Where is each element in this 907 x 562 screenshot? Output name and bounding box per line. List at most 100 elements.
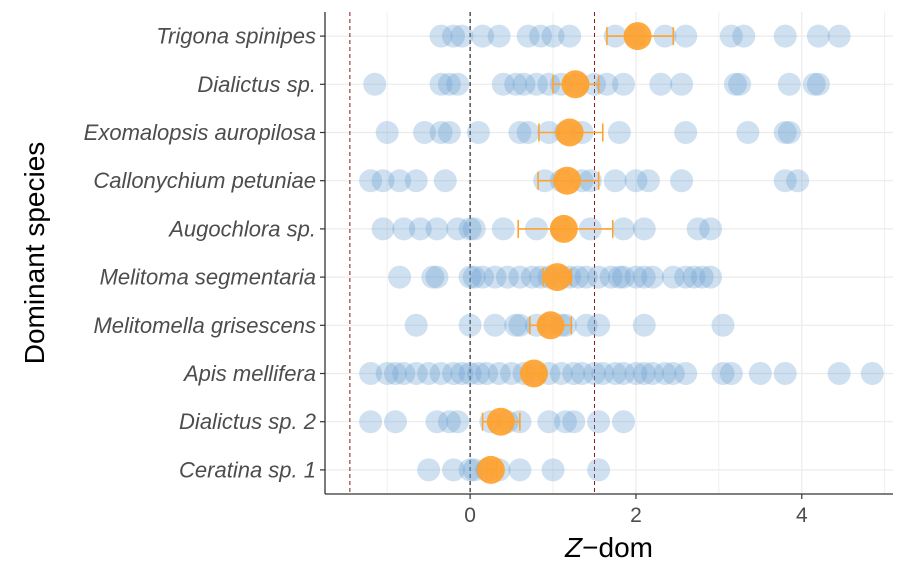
observation-point [429,24,453,48]
observation-point [491,72,515,96]
observation-point [450,24,474,48]
observation-point [719,362,743,385]
observation-point [624,265,648,289]
observation-point [595,72,619,96]
observation-point [802,72,826,96]
observation-point [719,24,743,48]
observation-point [516,24,540,48]
observation-point [587,458,611,482]
mean-point [543,263,572,292]
category-label: Callonychium petuniae [93,168,316,193]
reference-lines [349,12,595,494]
observation-point [425,265,449,289]
observation-point [483,313,507,337]
mean-point [519,359,548,388]
gridlines [325,12,893,494]
observation-point [483,265,507,289]
observation-point [607,265,631,289]
observation-point [806,24,830,48]
observation-point [653,362,677,385]
observation-point [777,72,801,96]
y-axis-title: Dominant species [19,142,50,365]
observation-point [827,362,851,385]
observation-point [612,410,636,434]
observation-point [458,362,482,385]
observation-point [591,362,615,385]
observation-point [442,458,466,482]
observation-point [359,169,383,193]
x-axis-title-symbol: Z [564,532,583,562]
observation-point [442,24,466,48]
observation-point [728,72,752,96]
observation-point [699,265,723,289]
mean-point [555,118,584,147]
observation-point [607,121,631,144]
observation-point [632,362,656,385]
observation-point [388,265,412,289]
observation-point [437,72,461,96]
observation-point [487,362,511,385]
mean-point [549,214,578,243]
observation-point [570,362,594,385]
observation-point [736,121,760,144]
observation-point [491,217,515,241]
observation-point [773,362,797,385]
observation-point [587,313,611,337]
observation-point [425,410,449,434]
observation-point [388,169,412,193]
observation-point [612,362,636,385]
observation-point [674,265,698,289]
observation-point [363,72,387,96]
observation-point [413,121,437,144]
observation-point [458,458,482,482]
observation-point [417,458,441,482]
observation-point [574,313,598,337]
mean-markers [476,22,675,484]
observation-point [508,265,532,289]
observation-point [442,362,466,385]
observation-point [404,362,428,385]
observation-point [437,410,461,434]
category-label: Exomalopsis auropilosa [84,120,316,145]
observation-point [475,362,499,385]
mean-point [561,70,590,99]
observation-point [636,169,660,193]
observation-point [429,121,453,144]
observation-point [587,410,611,434]
observation-point [392,362,416,385]
observation-point [446,217,470,241]
observation-point [587,265,611,289]
observation-point [458,313,482,337]
observation-point [371,217,395,241]
observation-point [359,362,383,385]
observation-point [512,72,536,96]
observation-point [777,121,801,144]
observation-point [371,169,395,193]
observation-point [612,72,636,96]
observation-point [466,121,490,144]
observation-point [860,362,884,385]
observation-point [582,362,606,385]
observation-point [508,458,532,482]
mean-point [623,22,652,51]
mean-point [486,407,515,436]
observation-point [383,410,407,434]
observation-point [541,24,565,48]
x-tick-labels: 0 2 4 [464,504,808,527]
observation-point [537,410,561,434]
observation-point [417,362,441,385]
observation-point [603,169,627,193]
observation-point [437,121,461,144]
mean-point [553,166,582,195]
observation-point [429,362,453,385]
observation-point [603,362,627,385]
observation-point [732,24,756,48]
axes [320,12,893,499]
observation-point [661,362,685,385]
observation-point [674,362,698,385]
observation-point [632,265,656,289]
observation-point [612,265,636,289]
category-label: Trigona spinipes [156,24,316,49]
observation-point [462,217,486,241]
observation-point [421,265,445,289]
